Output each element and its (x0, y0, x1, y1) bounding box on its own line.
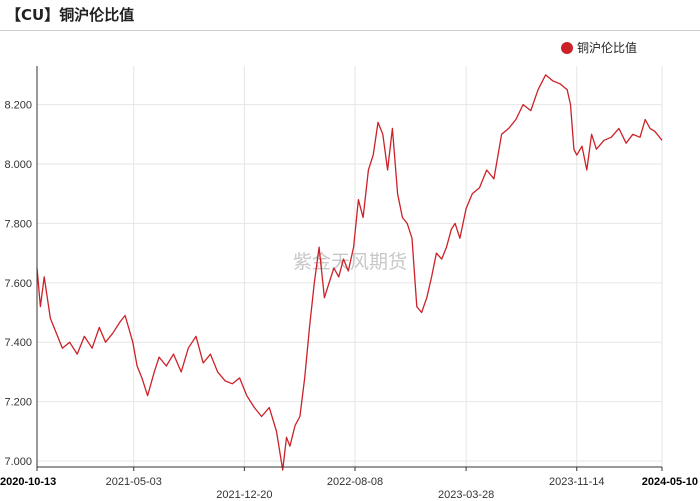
legend[interactable]: 铜沪伦比值 (561, 40, 637, 55)
y-tick-label: 7.400 (4, 337, 32, 349)
x-tick-label: 2023-11-14 (549, 476, 604, 488)
y-tick-label: 8.000 (4, 159, 32, 171)
x-tick-label: 2023-03-28 (438, 489, 494, 501)
legend-label: 铜沪伦比值 (577, 40, 637, 55)
y-tick-label: 7.800 (4, 218, 32, 230)
chart-title: 【CU】铜沪伦比值 (6, 6, 135, 24)
axes: 7.000 7.200 7.400 7.600 7.800 8.000 8.200 2020-… (0, 66, 698, 501)
series-line (36, 74, 663, 471)
y-tick-label: 8.200 (4, 100, 32, 112)
y-tick-label: 7.000 (4, 456, 32, 468)
title-divider (0, 30, 700, 31)
grid-lines (36, 66, 663, 467)
x-tick-label: 2024-05-10 (642, 476, 698, 488)
legend-marker (561, 42, 573, 54)
x-tick-label: 2022-08-08 (327, 476, 383, 488)
x-tick-label: 2021-12-20 (216, 489, 272, 501)
y-tick-label: 7.200 (4, 397, 32, 409)
y-tick-label: 7.600 (4, 278, 32, 290)
x-tick-label: 2021-05-03 (106, 476, 162, 488)
x-tick-label: 2020-10-13 (0, 476, 56, 488)
series-layer (36, 74, 663, 471)
